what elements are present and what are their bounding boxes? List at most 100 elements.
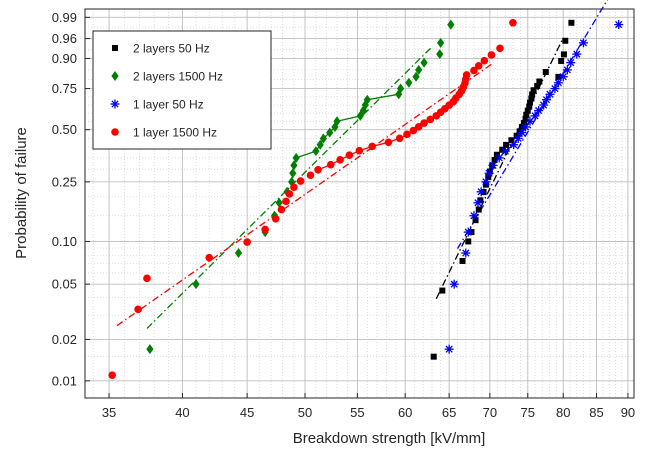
data-point	[528, 95, 535, 102]
data-point	[521, 119, 528, 126]
data-point	[475, 206, 482, 213]
data-point	[290, 183, 298, 192]
data-point	[282, 197, 290, 206]
data-point	[462, 71, 471, 79]
plot-area-frame	[84, 8, 635, 399]
data-point	[517, 128, 527, 138]
data-point	[524, 107, 531, 114]
data-point	[545, 89, 555, 99]
data-point	[485, 174, 492, 181]
data-point	[437, 37, 445, 48]
x-tick-label: 50	[298, 405, 312, 420]
y-tick-label: 0.05	[52, 277, 77, 292]
data-point	[192, 279, 200, 290]
data-point	[319, 133, 327, 144]
y-tick-label: 0.10	[52, 234, 77, 249]
x-axis-label: Breakdown strength [kV/mm]	[293, 430, 486, 447]
data-point	[470, 66, 478, 75]
data-point	[439, 287, 446, 294]
data-point	[290, 160, 298, 171]
x-tick-label: 65	[442, 405, 456, 420]
x-tick-label: 55	[350, 405, 364, 420]
data-point	[326, 160, 335, 169]
data-point	[205, 253, 214, 262]
data-points	[108, 18, 624, 379]
legend-label: 1 layer 1500 Hz	[133, 126, 217, 140]
x-tick-label: 70	[483, 405, 497, 420]
fit-line	[116, 62, 495, 327]
legend-label: 1 layer 50 Hz	[133, 98, 204, 112]
data-point	[306, 171, 315, 180]
legend: 2 layers 50 Hz 2 layers 1500 Hz 1 layer 50…	[92, 30, 272, 150]
data-point	[522, 115, 529, 122]
x-tick-label: 85	[589, 405, 603, 420]
data-point	[526, 103, 533, 110]
data-point	[355, 146, 364, 155]
y-axis-label: Probability of failure	[13, 127, 30, 259]
data-point	[312, 146, 320, 157]
data-point	[396, 83, 405, 94]
x-tick-label: 40	[175, 405, 189, 420]
data-point	[508, 137, 515, 144]
data-point	[558, 72, 568, 82]
data-point	[336, 156, 344, 164]
data-point	[261, 225, 269, 234]
data-point	[447, 19, 455, 30]
data-point	[480, 56, 489, 65]
data-point	[271, 215, 280, 223]
data-point	[368, 142, 376, 151]
y-tick-label: 0.96	[52, 31, 77, 46]
y-tick-label: 0.02	[52, 332, 77, 347]
legend-marker	[111, 128, 119, 136]
data-point	[578, 38, 588, 48]
y-tick-label: 0.50	[52, 122, 77, 137]
data-point	[521, 122, 531, 132]
data-point	[614, 20, 624, 30]
data-point	[516, 128, 523, 135]
data-point	[513, 132, 520, 139]
data-point	[420, 119, 428, 127]
y-tick-label: 0.90	[52, 51, 77, 66]
data-point	[473, 198, 483, 208]
data-point	[275, 197, 283, 208]
data-point	[568, 19, 575, 26]
series-points	[146, 19, 455, 355]
data-point	[363, 94, 371, 105]
data-point	[539, 100, 549, 110]
y-tick-label: 0.25	[52, 174, 77, 189]
data-point	[277, 205, 286, 214]
y-axis-ticks: 0.01 0.02 0.05 0.10 0.25 0.50 0.75 0.90 0.96 0.99	[52, 10, 90, 388]
legend-label: 2 layers 50 Hz	[133, 42, 210, 56]
data-point	[292, 152, 300, 163]
data-point	[430, 353, 437, 360]
legend-marker	[111, 71, 119, 81]
data-point	[420, 57, 428, 68]
data-point	[474, 62, 483, 70]
data-point	[476, 187, 486, 197]
y-tick-label: 0.75	[52, 81, 77, 96]
data-point	[542, 68, 549, 75]
data-point	[108, 371, 116, 379]
data-point	[503, 141, 510, 148]
legend-marker	[110, 99, 120, 109]
data-point	[316, 139, 324, 150]
data-point	[553, 78, 563, 88]
series-points	[108, 18, 517, 379]
data-point	[409, 126, 418, 135]
data-point	[285, 190, 294, 198]
legend-box	[92, 30, 272, 150]
legend-marker	[112, 45, 118, 51]
data-point	[395, 134, 404, 143]
data-point	[486, 168, 493, 175]
data-point	[243, 238, 251, 246]
data-point	[566, 58, 576, 68]
data-point	[562, 37, 569, 44]
data-point	[487, 51, 496, 59]
data-point	[526, 99, 533, 106]
data-point	[463, 227, 473, 237]
data-point	[488, 160, 498, 170]
data-point	[530, 111, 540, 121]
data-point	[529, 91, 536, 98]
x-tick-label: 80	[556, 405, 570, 420]
